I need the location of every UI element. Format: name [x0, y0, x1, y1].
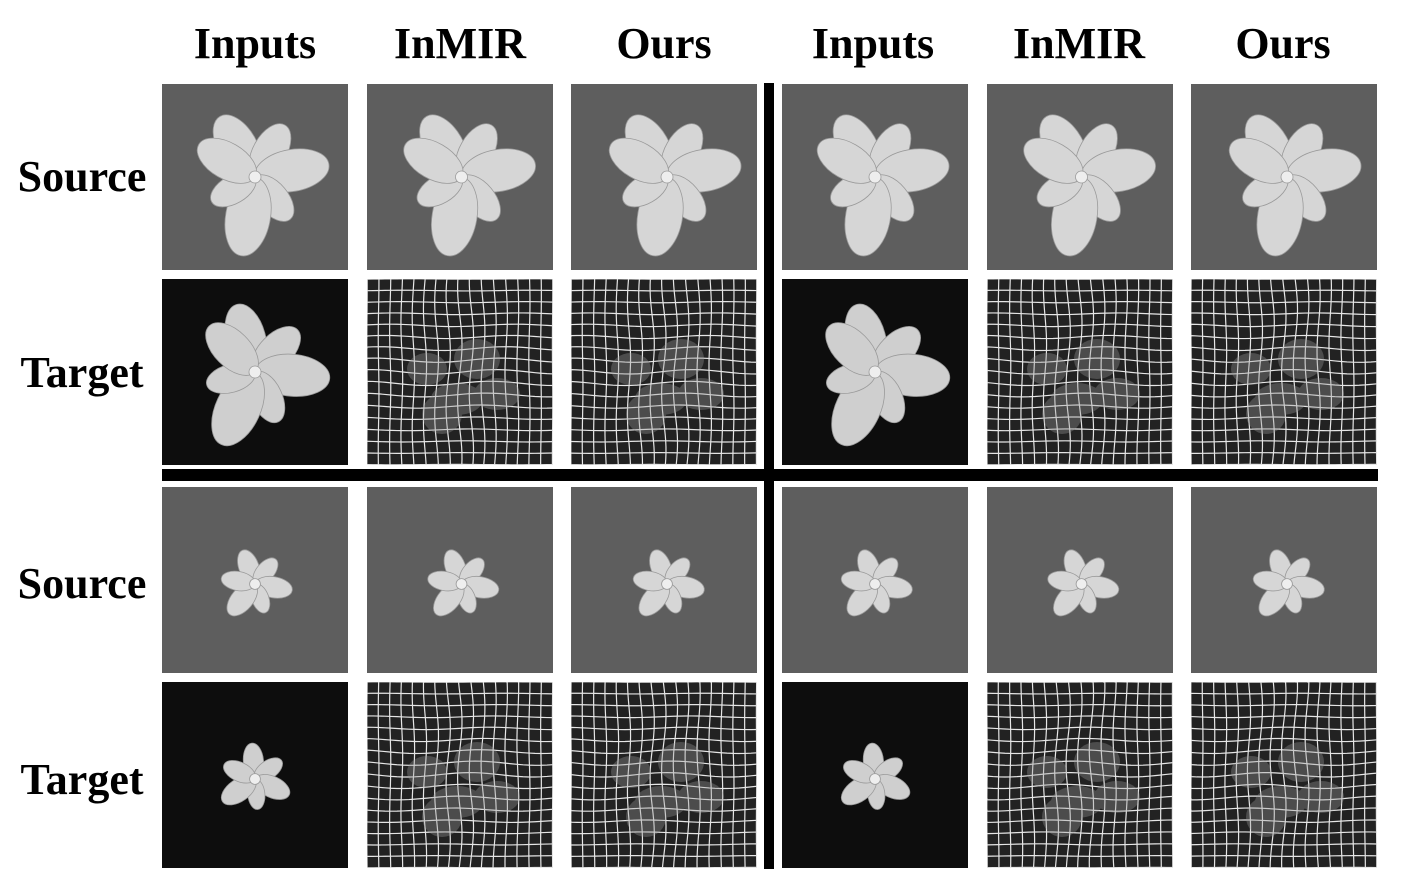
- bottom-left-source-inmir-source-image: [367, 487, 553, 673]
- top-right-target-inmir-warp-grid: [987, 279, 1173, 465]
- column-header-inmir-left: InMIR: [393, 19, 527, 68]
- row-label-target-bottom: Target: [20, 755, 144, 804]
- row-label-source-top: Source: [17, 152, 147, 201]
- top-right-source-inputs-source-image: [782, 84, 968, 270]
- bottom-left-target-ours-warp-grid: [571, 682, 757, 868]
- column-header-ours-left: Ours: [616, 19, 712, 68]
- column-header-inmir-right: InMIR: [1012, 19, 1146, 68]
- row-label-target-top: Target: [20, 348, 144, 397]
- bottom-right-target-inputs-target-image: [782, 682, 968, 868]
- top-left-source-inputs-source-image: [162, 84, 348, 270]
- column-header-inputs-left: Inputs: [193, 19, 317, 68]
- top-right-source-ours-source-image: [1191, 84, 1377, 270]
- row-label-source-bottom: Source: [17, 559, 147, 608]
- bottom-right-source-inmir-source-image: [987, 487, 1173, 673]
- top-right-target-inputs-target-image: [782, 279, 968, 465]
- bottom-left-target-inputs-target-image: [162, 682, 348, 868]
- bottom-left-target-inmir-warp-grid: [367, 682, 553, 868]
- bottom-right-target-ours-warp-grid: [1191, 682, 1377, 868]
- bottom-right-source-inputs-source-image: [782, 487, 968, 673]
- bottom-right-target-inmir-warp-grid: [987, 682, 1173, 868]
- top-right-source-inmir-source-image: [987, 84, 1173, 270]
- bottom-right-source-ours-source-image: [1191, 487, 1377, 673]
- column-header-inputs-right: Inputs: [811, 19, 935, 68]
- bottom-left-source-inputs-source-image: [162, 487, 348, 673]
- bottom-left-source-ours-source-image: [571, 487, 757, 673]
- top-right-target-ours-warp-grid: [1191, 279, 1377, 465]
- top-left-target-inmir-warp-grid: [367, 279, 553, 465]
- horizontal-divider: [162, 469, 1378, 481]
- top-left-source-inmir-source-image: [367, 84, 553, 270]
- top-left-target-inputs-target-image: [162, 279, 348, 465]
- column-header-ours-right: Ours: [1235, 19, 1331, 68]
- top-left-target-ours-warp-grid: [571, 279, 757, 465]
- top-left-source-ours-source-image: [571, 84, 757, 270]
